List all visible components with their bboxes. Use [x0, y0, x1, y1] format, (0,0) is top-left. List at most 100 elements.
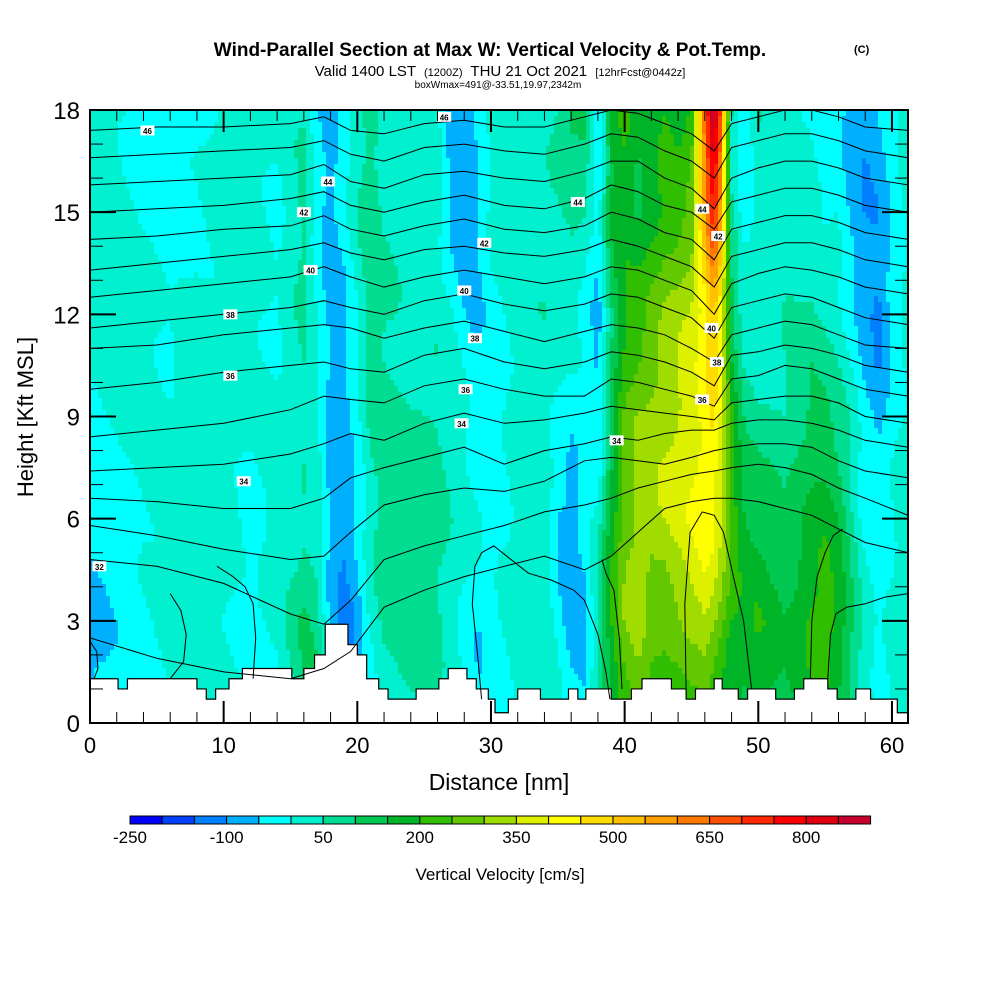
field-cell [154, 212, 159, 219]
field-cell [190, 530, 195, 537]
field-cell [242, 368, 247, 375]
field-cell [238, 320, 243, 327]
field-cell [278, 638, 283, 645]
field-cell [222, 482, 227, 489]
field-cell [234, 116, 239, 123]
field-cell [246, 548, 251, 555]
field-cell [254, 662, 259, 669]
field-cell [158, 266, 163, 273]
field-cell [278, 422, 283, 429]
field-cell [106, 638, 111, 645]
field-cell [178, 458, 183, 465]
field-cell [242, 662, 247, 669]
field-cell [262, 584, 267, 591]
field-cell [194, 278, 199, 285]
field-cell [106, 656, 111, 663]
field-cell [170, 176, 175, 183]
field-cell [98, 344, 103, 351]
field-cell [102, 152, 107, 159]
field-cell [174, 212, 179, 219]
field-cell [206, 374, 211, 381]
field-cell [94, 146, 99, 153]
field-cell [218, 626, 223, 633]
field-cell [274, 134, 279, 141]
field-cell [166, 242, 171, 249]
field-cell [186, 602, 191, 609]
field-cell [94, 278, 99, 285]
field-cell [174, 416, 179, 423]
field-cell [90, 362, 95, 369]
field-cell [94, 110, 99, 117]
field-cell [278, 548, 283, 555]
field-cell [134, 596, 139, 603]
field-cell [246, 230, 251, 237]
field-cell [146, 524, 151, 531]
field-cell [230, 446, 235, 453]
field-cell [218, 152, 223, 159]
field-cell [262, 416, 267, 423]
field-cell [202, 632, 207, 639]
field-cell [234, 638, 239, 645]
field-cell [162, 482, 167, 489]
field-cell [162, 530, 167, 537]
field-cell [90, 158, 95, 165]
field-cell [106, 614, 111, 621]
field-cell [182, 410, 187, 417]
field-cell [178, 440, 183, 447]
field-cell [234, 344, 239, 351]
field-cell [206, 608, 211, 615]
field-cell [174, 236, 179, 243]
field-cell [130, 194, 135, 201]
field-cell [138, 536, 143, 543]
field-cell [186, 548, 191, 555]
field-cell [270, 332, 275, 339]
field-cell [202, 572, 207, 579]
field-cell [262, 548, 267, 555]
field-cell [90, 230, 95, 237]
field-cell [270, 242, 275, 249]
field-cell [186, 662, 191, 669]
field-cell [214, 296, 219, 303]
field-cell [150, 464, 155, 471]
field-cell [258, 620, 263, 627]
field-cell [254, 200, 259, 207]
field-cell [194, 338, 199, 345]
field-cell [122, 338, 127, 345]
field-cell [190, 506, 195, 513]
field-cell [150, 584, 155, 591]
field-cell [182, 188, 187, 195]
field-cell [218, 452, 223, 459]
field-cell [266, 212, 271, 219]
field-cell [226, 140, 231, 147]
field-cell [174, 296, 179, 303]
field-cell [126, 320, 131, 327]
field-cell [254, 290, 259, 297]
field-cell [126, 584, 131, 591]
field-cell [182, 356, 187, 363]
field-cell [226, 188, 231, 195]
field-cell [266, 278, 271, 285]
field-cell [130, 470, 135, 477]
field-cell [194, 428, 199, 435]
field-cell [174, 674, 179, 681]
field-cell [130, 494, 135, 501]
field-cell [114, 260, 119, 267]
field-cell [134, 212, 139, 219]
field-cell [182, 530, 187, 537]
field-cell [170, 218, 175, 225]
field-cell [182, 542, 187, 549]
field-cell [142, 458, 147, 465]
field-cell [170, 644, 175, 651]
field-cell [202, 518, 207, 525]
field-cell [198, 638, 203, 645]
field-cell [262, 266, 267, 273]
field-cell [90, 416, 95, 423]
field-cell [98, 182, 103, 189]
field-cell [106, 272, 111, 279]
field-cell [234, 242, 239, 249]
field-cell [146, 674, 151, 681]
field-cell [254, 590, 259, 597]
field-cell [242, 644, 247, 651]
field-cell [266, 530, 271, 537]
field-cell [110, 482, 115, 489]
